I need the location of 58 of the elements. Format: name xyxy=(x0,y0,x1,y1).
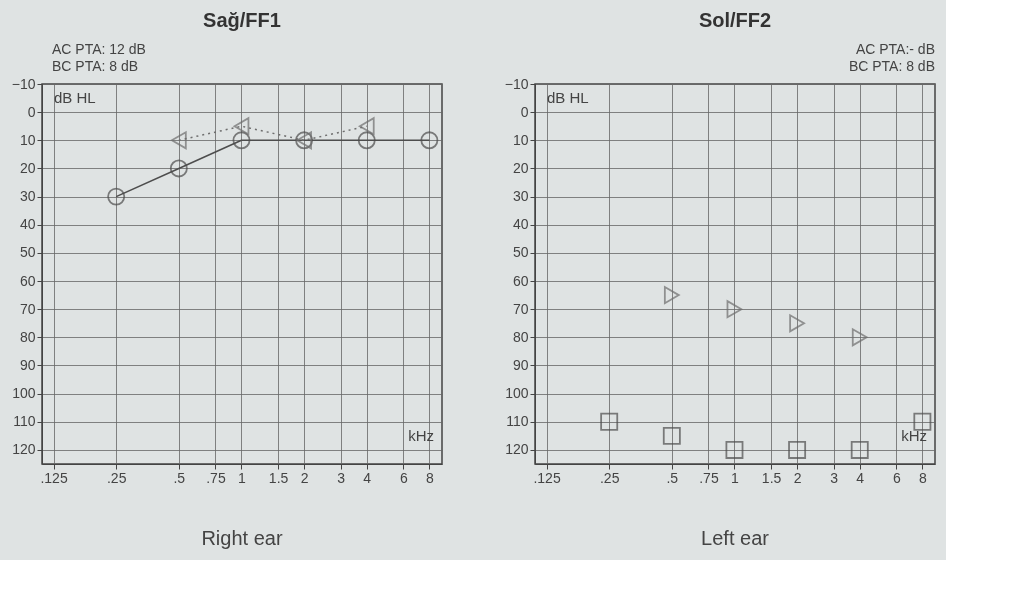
y-tick-label: 100 xyxy=(12,385,36,402)
x-tick-label: .25 xyxy=(599,469,620,486)
x-tick-label: 4 xyxy=(363,469,372,486)
x-tick-label: 8 xyxy=(918,469,927,486)
y-tick-label: 70 xyxy=(19,300,36,317)
y-tick-label: 90 xyxy=(512,356,529,373)
y-tick-label: −10 xyxy=(504,75,529,92)
y-tick-label: 60 xyxy=(19,272,36,289)
y-tick-label: −10 xyxy=(11,75,36,92)
y-tick-label: 30 xyxy=(512,188,529,205)
x-tick-label: 3 xyxy=(830,469,839,486)
x-tick-label: .125 xyxy=(533,469,561,486)
y-tick-label: 50 xyxy=(19,244,36,261)
chart-title: Sağ/FF1 xyxy=(203,9,281,31)
y-tick-label: 120 xyxy=(12,441,36,458)
x-tick-label: 1.5 xyxy=(268,469,289,486)
y-tick-label: 90 xyxy=(19,356,36,373)
x-tick-label: 2 xyxy=(300,469,309,486)
y-tick-label: 110 xyxy=(13,413,36,430)
x-tick-label: .5 xyxy=(666,469,679,486)
text: Left ear xyxy=(701,527,770,549)
y-tick-label: 20 xyxy=(19,159,36,176)
text: BC PTA: 8 dB xyxy=(52,58,139,74)
x-tick-label: .5 xyxy=(173,469,186,486)
y-tick-label: 100 xyxy=(505,385,529,402)
y-tick-label: 0 xyxy=(27,103,36,120)
y-tick-label: 0 xyxy=(520,103,529,120)
y-tick-label: 30 xyxy=(19,188,36,205)
x-tick-label: .125 xyxy=(40,469,68,486)
y-tick-label: 110 xyxy=(506,413,529,430)
y-tick-label: 60 xyxy=(512,272,529,289)
y-tick-label: 40 xyxy=(512,216,529,233)
x-tick-label: 6 xyxy=(399,469,408,486)
x-tick-label: 4 xyxy=(856,469,865,486)
x-tick-label: 6 xyxy=(892,469,901,486)
y-tick-label: 80 xyxy=(512,328,529,345)
x-tick-label: 1 xyxy=(238,469,247,486)
chart-title: Sol/FF2 xyxy=(698,9,772,31)
x-tick-label: .75 xyxy=(206,469,226,486)
y-tick-label: 80 xyxy=(19,328,36,345)
text: BC PTA: 8 dB xyxy=(848,58,935,74)
text: Right ear xyxy=(201,527,283,549)
text: AC PTA: 12 dB xyxy=(52,41,146,57)
x-tick-label: .25 xyxy=(106,469,127,486)
x-tick-label: 8 xyxy=(425,469,434,486)
y-tick-label: 50 xyxy=(512,244,529,261)
y-tick-label: 120 xyxy=(505,441,529,458)
x-tick-label: .75 xyxy=(699,469,719,486)
x-tick-label: 3 xyxy=(337,469,346,486)
x-tick-label: 1.5 xyxy=(761,469,782,486)
y-tick-label: 10 xyxy=(19,131,36,148)
x-tick-label: 1 xyxy=(731,469,740,486)
y-tick-label: 40 xyxy=(19,216,36,233)
y-tick-label: 70 xyxy=(512,300,529,317)
y-tick-label: 10 xyxy=(512,131,529,148)
y-tick-label: 20 xyxy=(512,159,529,176)
text: AC PTA:- dB xyxy=(855,41,935,57)
x-tick-label: 2 xyxy=(793,469,802,486)
